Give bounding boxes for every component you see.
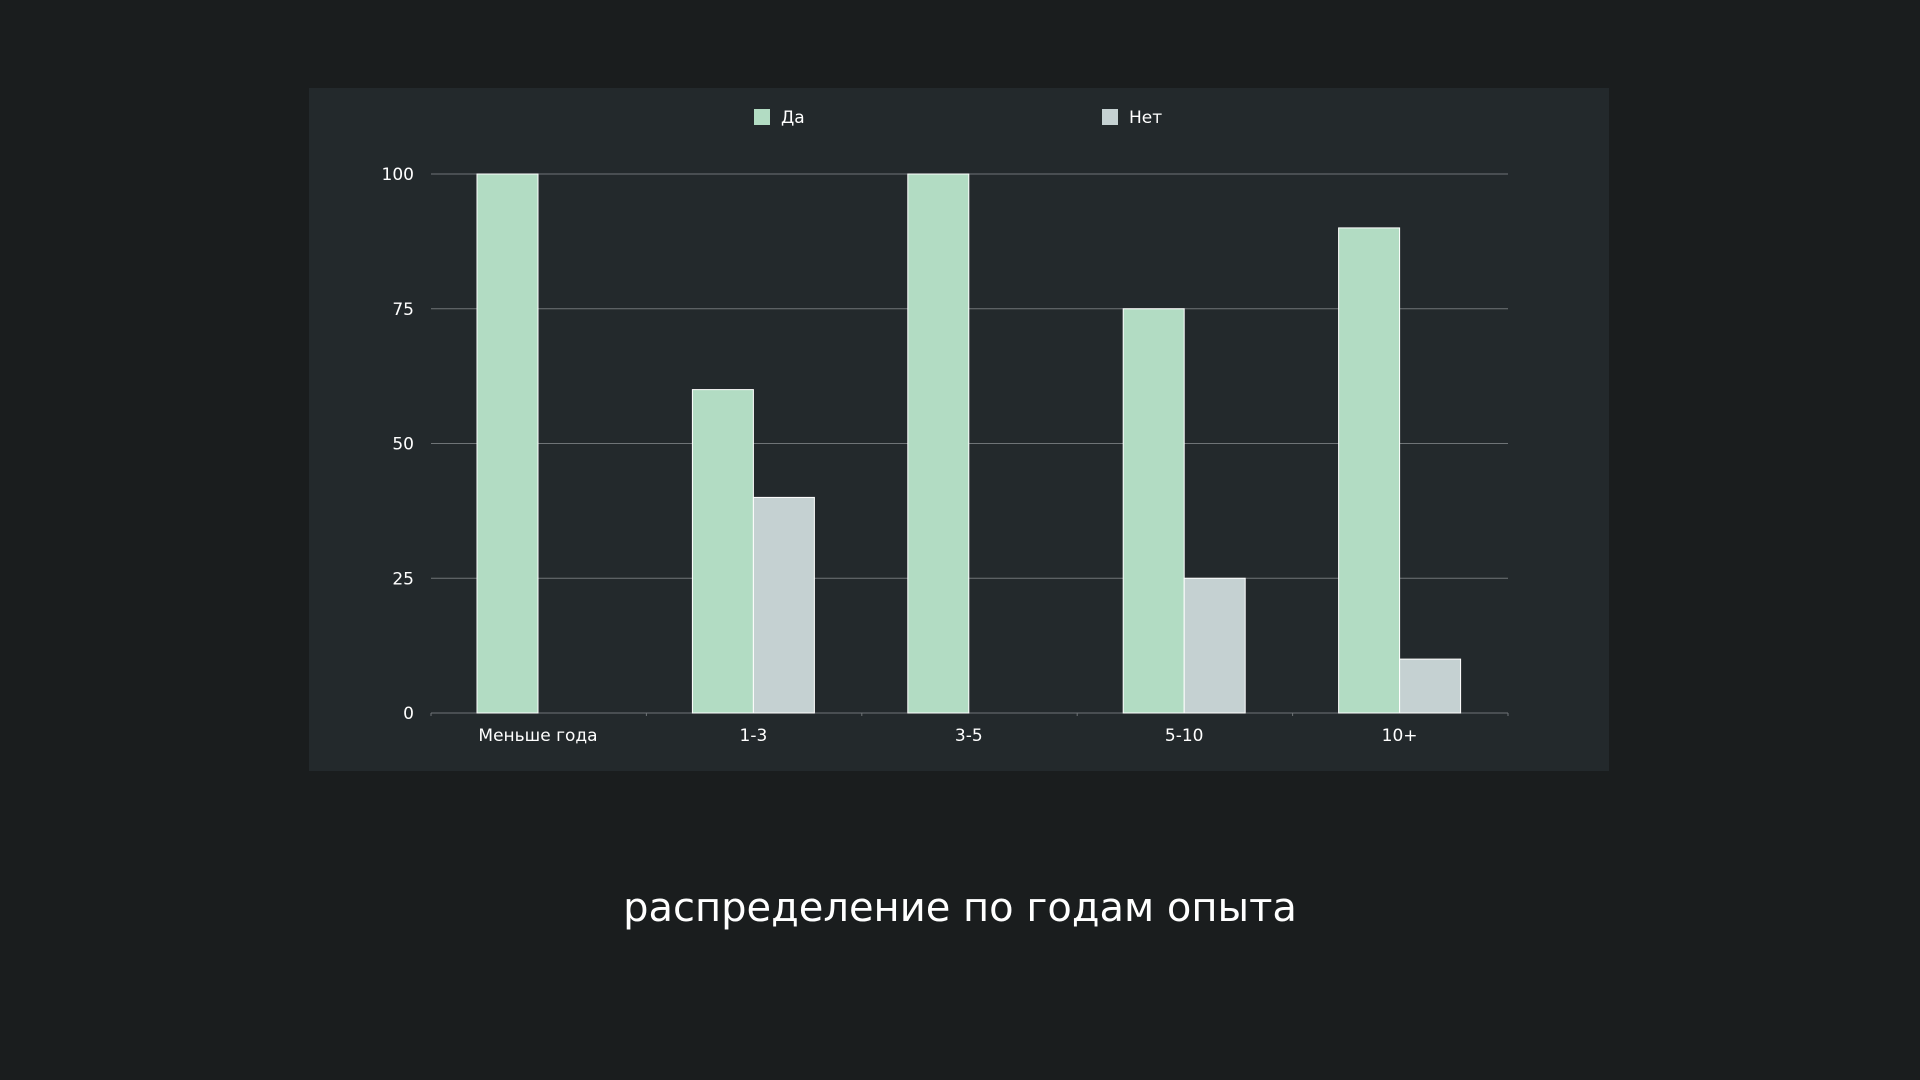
legend-swatch-no bbox=[1102, 109, 1118, 125]
bar-yes bbox=[1338, 227, 1401, 714]
chart-panel: 0 25 50 75 100 Меньше года 1-3 3-5 5-10 10+ Да Нет bbox=[309, 88, 1609, 771]
legend-label-yes: Да bbox=[781, 108, 805, 128]
legend-swatch-yes bbox=[754, 109, 770, 125]
x-category-label: 3-5 bbox=[955, 726, 983, 746]
x-category-label: Меньше года bbox=[478, 726, 597, 746]
slide-caption: распределение по годам опыта bbox=[623, 885, 1297, 931]
bar-yes bbox=[907, 173, 970, 714]
bar-chart: 0 25 50 75 100 Меньше года 1-3 3-5 5-10 10+ Да Нет bbox=[382, 108, 1509, 746]
bar-no bbox=[752, 496, 815, 714]
x-category-label: 5-10 bbox=[1165, 726, 1204, 746]
y-tick-label: 75 bbox=[392, 300, 414, 320]
x-category-label: 1-3 bbox=[740, 726, 768, 746]
bar-yes bbox=[476, 173, 539, 714]
bar-yes bbox=[1122, 308, 1185, 714]
bar-yes bbox=[691, 389, 754, 714]
y-tick-label: 50 bbox=[392, 435, 414, 455]
y-tick-label: 25 bbox=[392, 569, 414, 589]
y-tick-label: 0 bbox=[403, 704, 414, 724]
legend-label-no: Нет bbox=[1129, 108, 1162, 128]
bar-no bbox=[1183, 577, 1246, 714]
x-category-label: 10+ bbox=[1382, 726, 1418, 746]
bar-no bbox=[1399, 658, 1462, 714]
y-tick-label: 100 bbox=[382, 165, 414, 185]
